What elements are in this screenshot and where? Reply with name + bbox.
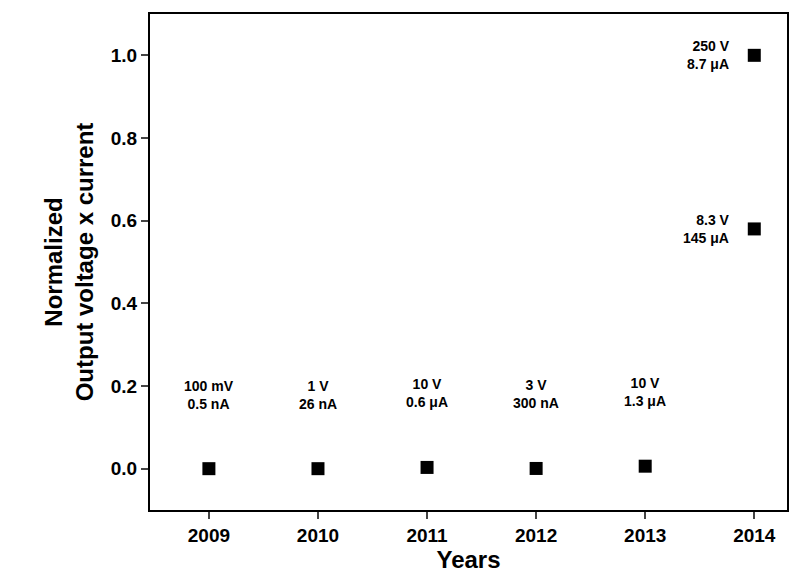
svg-text:8.3 V145 μA: 8.3 V145 μA	[683, 212, 730, 246]
svg-text:0.8: 0.8	[111, 128, 137, 149]
svg-text:250 V8.7 μA: 250 V8.7 μA	[687, 38, 730, 72]
svg-text:2014: 2014	[733, 525, 776, 546]
svg-text:NormalizedOutput voltage x cur: NormalizedOutput voltage x current	[40, 123, 98, 402]
svg-text:2011: 2011	[406, 525, 448, 546]
svg-text:2012: 2012	[515, 525, 557, 546]
svg-text:2009: 2009	[188, 525, 230, 546]
svg-text:0.4: 0.4	[111, 293, 138, 314]
svg-text:10 V0.6 μA: 10 V0.6 μA	[406, 376, 448, 410]
svg-text:3 V300 nA: 3 V300 nA	[513, 377, 559, 411]
svg-text:2013: 2013	[624, 525, 666, 546]
svg-text:0.2: 0.2	[111, 376, 137, 397]
svg-text:0.0: 0.0	[111, 458, 137, 479]
svg-text:2010: 2010	[297, 525, 339, 546]
svg-text:0.6: 0.6	[111, 210, 137, 231]
svg-text:1 V26 nA: 1 V26 nA	[299, 378, 337, 412]
svg-text:100 mV0.5 nA: 100 mV0.5 nA	[184, 378, 234, 412]
svg-text:Years: Years	[436, 546, 500, 573]
svg-text:1.0: 1.0	[111, 45, 137, 66]
svg-text:10 V1.3 μA: 10 V1.3 μA	[624, 375, 666, 409]
